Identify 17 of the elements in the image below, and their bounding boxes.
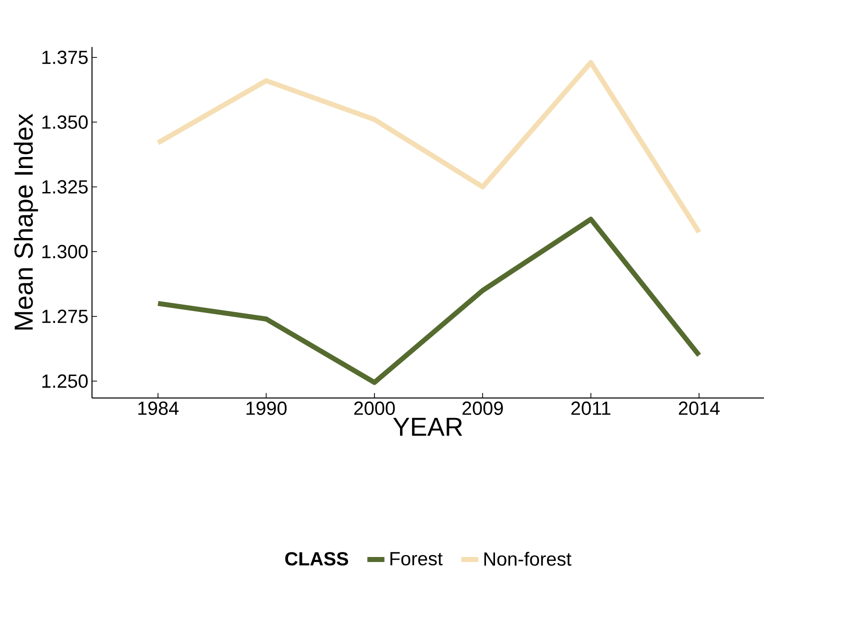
x-tick-label: 2000 xyxy=(354,402,395,415)
legend-label: Non-forest xyxy=(484,552,572,566)
x-tick-label: 1990 xyxy=(246,402,287,415)
x-axis-title: YEAR xyxy=(393,418,462,436)
legend-title: CLASS xyxy=(285,552,348,566)
y-tick-label: 1.250 xyxy=(42,374,88,388)
y-tick-label: 1.325 xyxy=(42,180,88,194)
y-tick-label: 1.275 xyxy=(42,310,88,324)
y-tick-label: 1.300 xyxy=(42,244,88,258)
x-tick-label: 1984 xyxy=(138,402,179,415)
y-tick-label: 1.350 xyxy=(42,115,88,129)
x-tick-label: 2009 xyxy=(462,402,503,415)
y-axis-title: Mean Shape Index xyxy=(14,114,38,330)
y-tick-label: 1.375 xyxy=(42,50,88,64)
x-tick-label: 2014 xyxy=(678,402,720,415)
legend-label: Forest xyxy=(390,552,443,566)
x-tick-label: 2011 xyxy=(571,402,610,415)
